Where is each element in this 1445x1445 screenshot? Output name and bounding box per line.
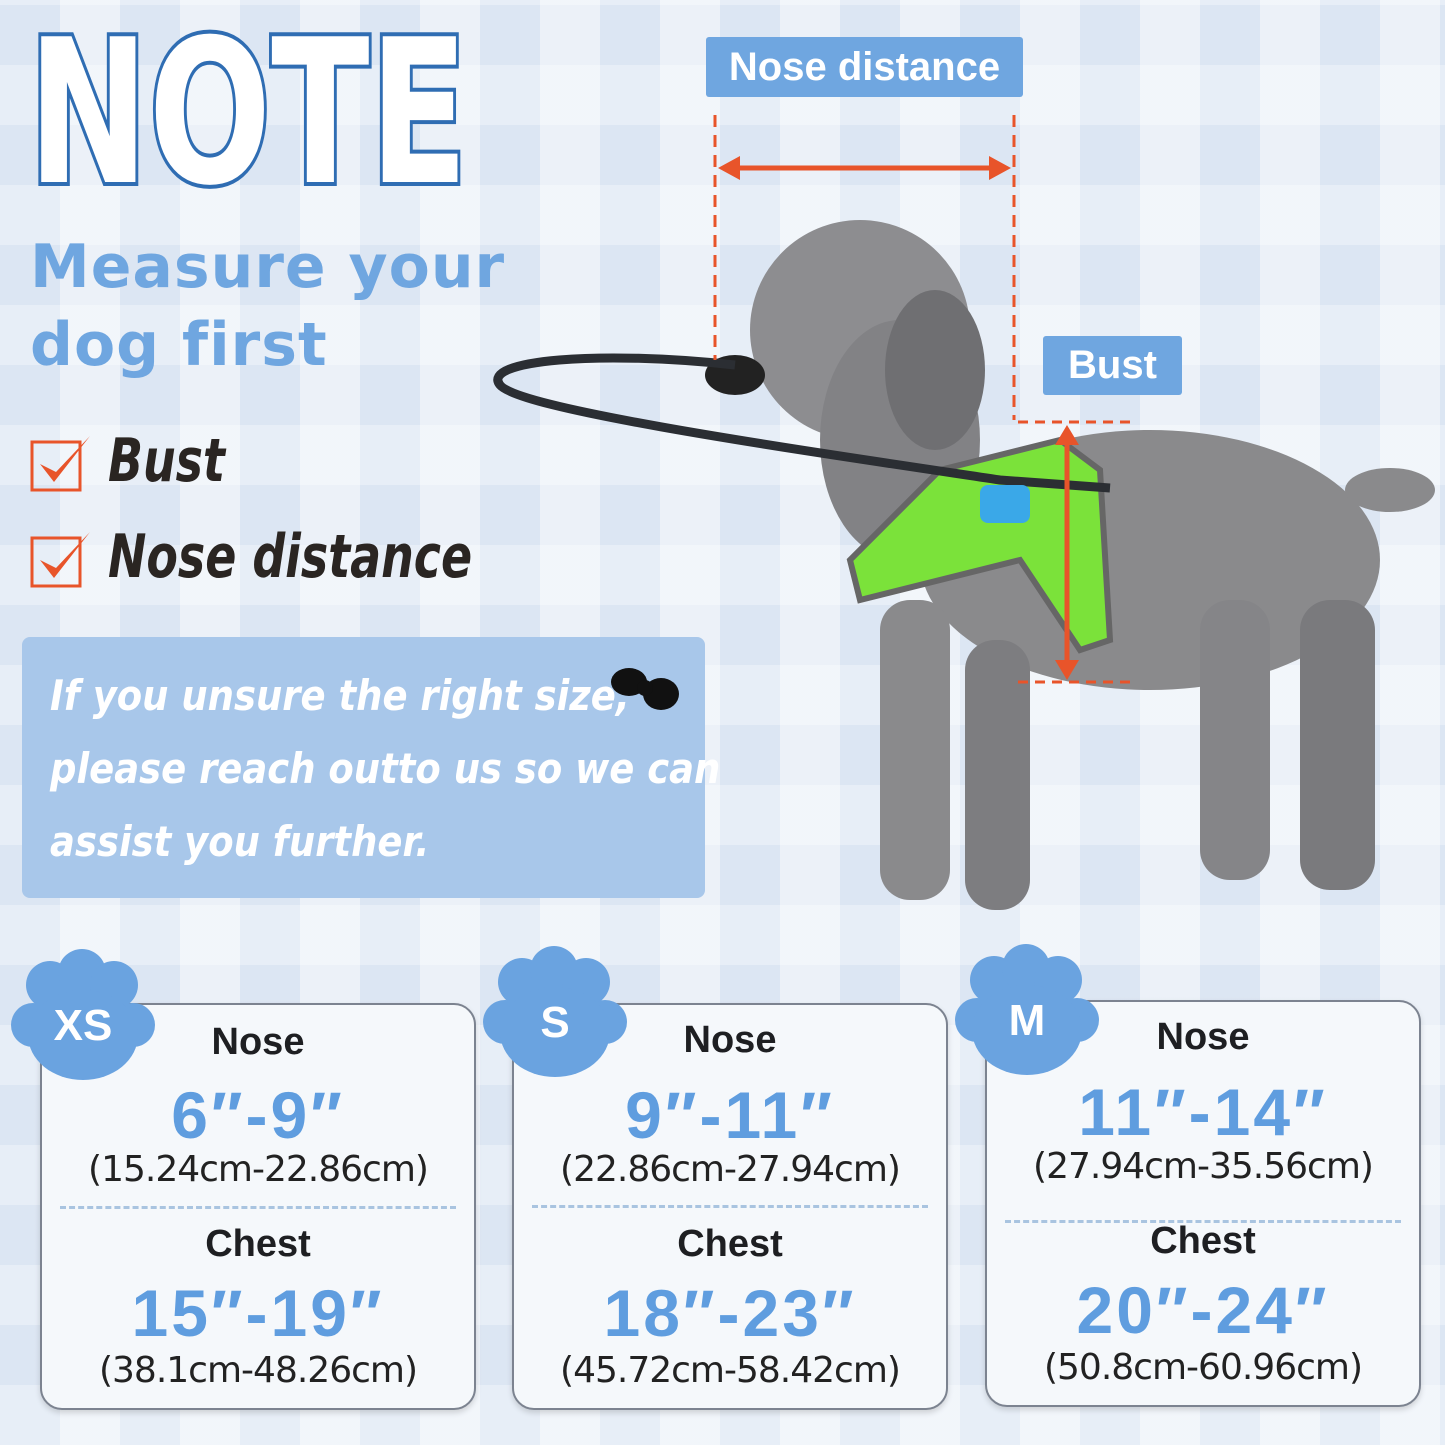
measure-line-1: Measure your (30, 232, 506, 302)
size-label: S (540, 998, 570, 1047)
nose-inches: 6″-9″ (171, 1078, 345, 1152)
measure-heading: Measure your dog first (30, 228, 505, 384)
chest-inches: 15″-19″ (131, 1276, 385, 1350)
chest-cm: (45.72cm-58.42cm) (560, 1350, 901, 1391)
checklist-item-bust: Bust (30, 426, 246, 496)
chest-inches: 18″-23″ (603, 1276, 857, 1350)
chest-cm: (50.8cm-60.96cm) (1043, 1347, 1363, 1388)
divider (1005, 1220, 1401, 1223)
halo-clip (980, 485, 1030, 523)
nose-label: Nose (1156, 1016, 1250, 1058)
checkbox-checked-icon (30, 434, 90, 492)
divider (532, 1205, 928, 1208)
nose-cm: (22.86cm-27.94cm) (560, 1149, 901, 1190)
measure-line-2: dog first (30, 310, 328, 380)
paw-icon (955, 944, 1099, 1075)
dog-illustration (705, 220, 1435, 910)
paw-icon (483, 946, 627, 1077)
size-card-xs: Nose 6″-9″ (15.24cm-22.86cm) Chest 15″-1… (40, 1003, 476, 1410)
divider (60, 1206, 456, 1209)
chest-cm: (38.1cm-48.26cm) (98, 1350, 418, 1391)
halo-ring (493, 353, 1111, 493)
size-label: XS (53, 1001, 113, 1050)
checklist-label: Bust (108, 426, 225, 496)
nose-inches: 9″-11″ (625, 1078, 835, 1152)
size-badge-xs: XS (8, 945, 158, 1085)
size-card-m: Nose 11″-14″ (27.94cm-35.56cm) Chest 20″… (985, 1000, 1421, 1407)
info-line: If you unsure the right size, (50, 671, 630, 720)
dog-photo (493, 115, 1435, 910)
bust-label: Bust (1043, 336, 1182, 395)
bust-measurement-marker (1018, 420, 1130, 684)
chest-inches: 20″-24″ (1076, 1273, 1330, 1347)
bow-tie-dog-icon (611, 668, 679, 710)
harness (846, 436, 1114, 654)
nose-label: Nose (683, 1019, 777, 1061)
nose-distance-label: Nose distance (706, 37, 1023, 97)
size-card-s: Nose 9″-11″ (22.86cm-27.94cm) Chest 18″-… (512, 1003, 948, 1410)
checklist-item-nose-distance: Nose distance (30, 522, 536, 592)
nose-measurement-marker (713, 115, 1016, 420)
size-badge-m: M (952, 940, 1102, 1080)
info-line: assist you further. (50, 817, 430, 866)
nose-label: Nose (211, 1021, 305, 1063)
chest-label: Chest (677, 1223, 783, 1265)
note-title: NOTE (24, 20, 472, 200)
nose-inches: 11″-14″ (1078, 1075, 1328, 1149)
chest-label: Chest (205, 1223, 311, 1265)
note-title-text: NOTE (28, 20, 468, 200)
size-label: M (1008, 996, 1046, 1045)
nose-cm: (27.94cm-35.56cm) (1033, 1146, 1374, 1187)
paw-icon (11, 949, 155, 1080)
chest-label: Chest (1150, 1220, 1256, 1262)
checklist-label: Nose distance (108, 522, 473, 592)
size-badge-s: S (480, 942, 630, 1082)
nose-cm: (15.24cm-22.86cm) (88, 1149, 429, 1190)
checkbox-checked-icon (30, 530, 90, 588)
info-box: If you unsure the right size, please rea… (22, 637, 720, 898)
